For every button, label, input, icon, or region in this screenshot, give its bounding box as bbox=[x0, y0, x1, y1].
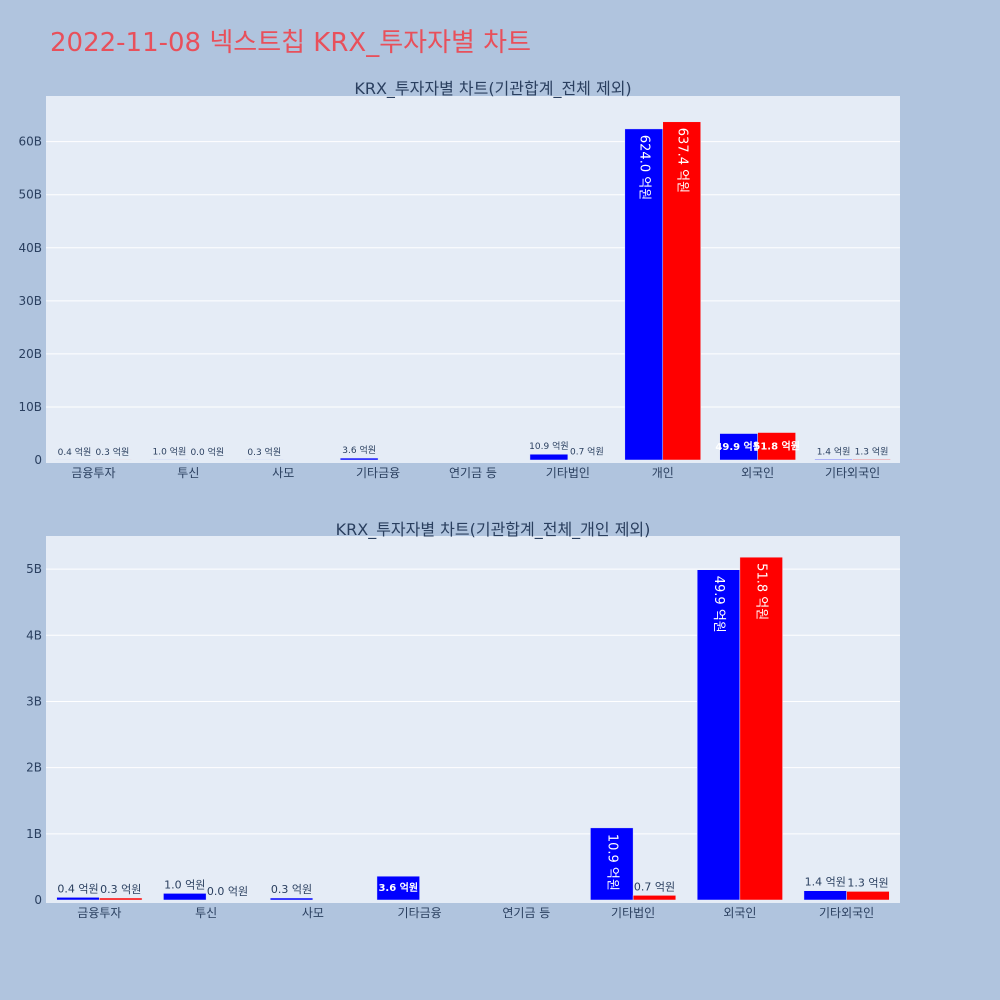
x-tick-label: 기타법인 bbox=[546, 466, 590, 480]
bar-data-label: 3.6 억원 bbox=[378, 881, 418, 894]
y-tick-label: 1B bbox=[26, 827, 42, 841]
bar bbox=[852, 459, 891, 461]
x-tick-label: 기타외국인 bbox=[819, 906, 874, 920]
x-tick-label: 투신 bbox=[177, 466, 199, 480]
bar bbox=[719, 433, 758, 461]
bar-data-label: 0.7 억원 bbox=[570, 446, 604, 458]
bar-data-label: 51.8 억원 bbox=[754, 563, 769, 620]
bar-data-label: 1.0 억원 bbox=[164, 878, 205, 891]
bar bbox=[339, 457, 379, 461]
bar bbox=[590, 827, 634, 901]
bar bbox=[99, 897, 143, 901]
x-tick-label: 사모 bbox=[302, 906, 324, 920]
x-tick-label: 연기금 등 bbox=[502, 906, 550, 920]
bar bbox=[150, 459, 189, 461]
bar bbox=[56, 897, 100, 901]
bar-data-label: 49.9 억원 bbox=[715, 440, 762, 453]
y-tick-label: 2B bbox=[26, 761, 42, 775]
x-tick-label: 기타법인 bbox=[611, 906, 655, 920]
bar-data-label: 1.4 억원 bbox=[817, 445, 851, 457]
plot-area bbox=[46, 96, 900, 463]
y-tick-label: 3B bbox=[26, 694, 42, 708]
chart-title: KRX_투자자별 차트(기관합계_전체_개인 제외) bbox=[336, 520, 651, 540]
bar-data-label: 0.0 억원 bbox=[207, 885, 248, 898]
x-tick-label: 외국인 bbox=[723, 906, 756, 920]
x-tick-label: 금융투자 bbox=[71, 466, 115, 480]
bar-data-label: 637.4 억원 bbox=[674, 128, 689, 193]
y-tick-label: 0 bbox=[34, 893, 42, 907]
bar-data-label: 10.9 억원 bbox=[529, 440, 568, 452]
y-tick-label: 40B bbox=[18, 241, 42, 255]
x-tick-label: 외국인 bbox=[741, 466, 774, 480]
bar-data-label: 49.9 억원 bbox=[711, 576, 726, 633]
y-tick-label: 60B bbox=[18, 135, 42, 149]
bar-data-label: 0.4 억원 bbox=[57, 882, 98, 895]
bar-data-label: 1.3 억원 bbox=[847, 876, 888, 889]
page-title: 2022-11-08 넥스트칩 KRX_투자자별 차트 bbox=[50, 28, 532, 58]
y-tick-label: 30B bbox=[18, 294, 42, 308]
bar-data-label: 0.3 억원 bbox=[247, 446, 281, 458]
y-tick-label: 50B bbox=[18, 188, 42, 202]
bar bbox=[662, 121, 701, 461]
bar-data-label: 0.0 억원 bbox=[190, 446, 224, 458]
x-tick-label: 기타금융 bbox=[356, 466, 400, 480]
bar bbox=[269, 897, 314, 901]
x-tick-label: 개인 bbox=[652, 466, 674, 480]
bar-data-label: 1.3 억원 bbox=[855, 445, 889, 457]
bar-data-label: 0.4 억원 bbox=[58, 446, 92, 458]
bar bbox=[163, 893, 207, 901]
bar bbox=[376, 875, 420, 901]
bar bbox=[803, 890, 847, 901]
y-tick-label: 0 bbox=[34, 453, 42, 467]
x-tick-label: 투신 bbox=[195, 906, 217, 920]
x-tick-label: 연기금 등 bbox=[449, 466, 497, 480]
bar-data-label: 0.3 억원 bbox=[271, 883, 312, 896]
bar bbox=[739, 556, 783, 901]
bar-data-label: 0.3 억원 bbox=[100, 883, 141, 896]
y-tick-label: 5B bbox=[26, 562, 42, 576]
bar-data-label: 0.7 억원 bbox=[634, 880, 675, 893]
bar bbox=[814, 459, 853, 461]
x-tick-label: 금융투자 bbox=[77, 906, 121, 920]
chart-title: KRX_투자자별 차트(기관합계_전체 제외) bbox=[354, 79, 631, 99]
bar-data-label: 624.0 억원 bbox=[636, 135, 651, 200]
bar bbox=[757, 432, 796, 461]
x-tick-label: 기타금융 bbox=[398, 906, 442, 920]
y-tick-label: 20B bbox=[18, 347, 42, 361]
bar bbox=[632, 895, 677, 901]
chart-1: 0 10B 20B 30B 40B 50B 60B KRX_투자자별 차트(기관합계_전체 제… bbox=[18, 79, 900, 480]
y-tick-label: 4B bbox=[26, 628, 42, 642]
bar-data-label: 51.8 억원 bbox=[753, 439, 800, 452]
x-tick-label: 사모 bbox=[272, 466, 294, 480]
bar-data-label: 0.3 억원 bbox=[96, 446, 130, 458]
bar bbox=[846, 891, 890, 901]
bar-data-label: 10.9 억원 bbox=[604, 834, 619, 891]
chart-2: 0 1B 2B 3B 4B 5B KRX_투자자별 차트(기관합계_전체_개인 제외) 금융투… bbox=[26, 520, 900, 920]
bar bbox=[529, 453, 569, 461]
bar-data-label: 1.0 억원 bbox=[152, 445, 186, 457]
bar-data-label: 3.6 억원 bbox=[342, 444, 376, 456]
y-tick-label: 10B bbox=[18, 400, 42, 414]
bar-data-label: 1.4 억원 bbox=[805, 876, 846, 889]
x-tick-label: 기타외국인 bbox=[825, 466, 880, 480]
